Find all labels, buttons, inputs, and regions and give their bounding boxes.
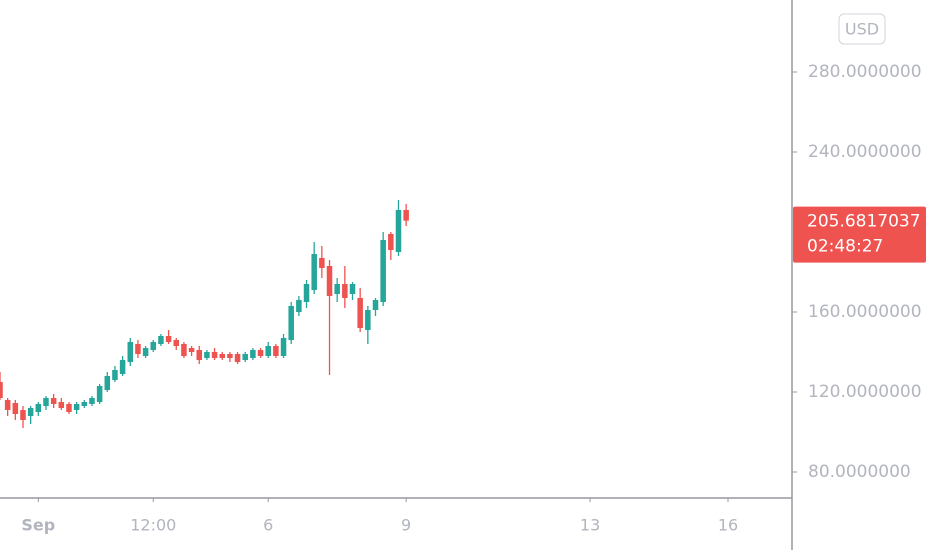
y-tick-label: 240.0000000: [808, 142, 922, 162]
candle-body: [181, 344, 187, 356]
candle-body: [250, 350, 256, 358]
y-tick-label: 160.0000000: [808, 302, 922, 322]
candles: [0, 200, 409, 428]
candle-body: [349, 284, 356, 294]
candle-body: [50, 398, 57, 404]
candle-body: [227, 354, 233, 358]
candle-body: [388, 234, 394, 250]
currency-label[interactable]: USD: [845, 20, 879, 39]
candle-body: [311, 254, 317, 290]
candle-body: [288, 306, 294, 340]
candle-body: [273, 346, 279, 356]
candle-body: [173, 340, 180, 346]
candle-body: [20, 410, 26, 420]
candle-body: [58, 402, 65, 408]
candle-body: [395, 210, 402, 252]
candle-body: [334, 284, 340, 294]
candle-body: [326, 266, 333, 296]
last-price-label: 205.6817037: [807, 212, 921, 232]
candle-body: [365, 310, 371, 330]
last-price-box: [793, 206, 926, 263]
candle-body: [242, 354, 248, 360]
currency-button-frame[interactable]: [838, 13, 886, 45]
candle-body: [96, 386, 103, 402]
candle-body: [303, 284, 310, 302]
candle-body: [66, 404, 72, 412]
candle-body: [4, 400, 11, 410]
candle-body: [265, 346, 271, 356]
candle-body: [89, 398, 95, 404]
candle-body: [342, 284, 348, 298]
countdown-label: 02:48:27: [807, 237, 883, 257]
candle-body: [219, 354, 225, 358]
candle-body: [112, 370, 118, 380]
y-tick-label: 120.0000000: [808, 382, 922, 402]
candle-body: [0, 382, 3, 398]
currency-button[interactable]: USD: [838, 13, 886, 45]
y-tick-label: 80.0000000: [808, 462, 911, 482]
candle-body: [280, 338, 287, 356]
candle-body: [73, 404, 80, 410]
candle-body: [319, 258, 325, 268]
x-tick-label: 13: [580, 516, 600, 535]
x-tick-label: Sep: [21, 516, 55, 535]
candle-body: [119, 360, 126, 374]
x-tick-label: 6: [263, 516, 273, 535]
candle-body: [12, 403, 19, 414]
candle-body: [372, 300, 379, 310]
candle-body: [211, 352, 218, 358]
candle-body: [188, 348, 195, 352]
candle-body: [142, 348, 149, 356]
candle-body: [234, 354, 241, 362]
candle-body: [135, 344, 141, 354]
x-tick-label: 9: [401, 516, 411, 535]
candle-body: [27, 408, 34, 416]
candle-body: [357, 298, 363, 328]
x-tick-label: 12:00: [130, 516, 176, 535]
candle-body: [127, 342, 134, 362]
candle-body: [81, 402, 88, 406]
candle-body: [35, 404, 42, 412]
candle-body: [43, 398, 49, 406]
candle-body: [104, 376, 111, 390]
candle-body: [158, 336, 164, 344]
x-tick-label: 16: [718, 516, 738, 535]
candle-body: [196, 350, 203, 360]
candle-body: [403, 210, 409, 221]
candle-body: [296, 300, 302, 312]
candle-body: [380, 240, 386, 302]
candle-body: [204, 352, 210, 358]
candle-body: [165, 336, 172, 342]
candle-body: [257, 350, 264, 356]
y-tick-label: 280.0000000: [808, 62, 922, 82]
candle-body: [150, 342, 157, 350]
